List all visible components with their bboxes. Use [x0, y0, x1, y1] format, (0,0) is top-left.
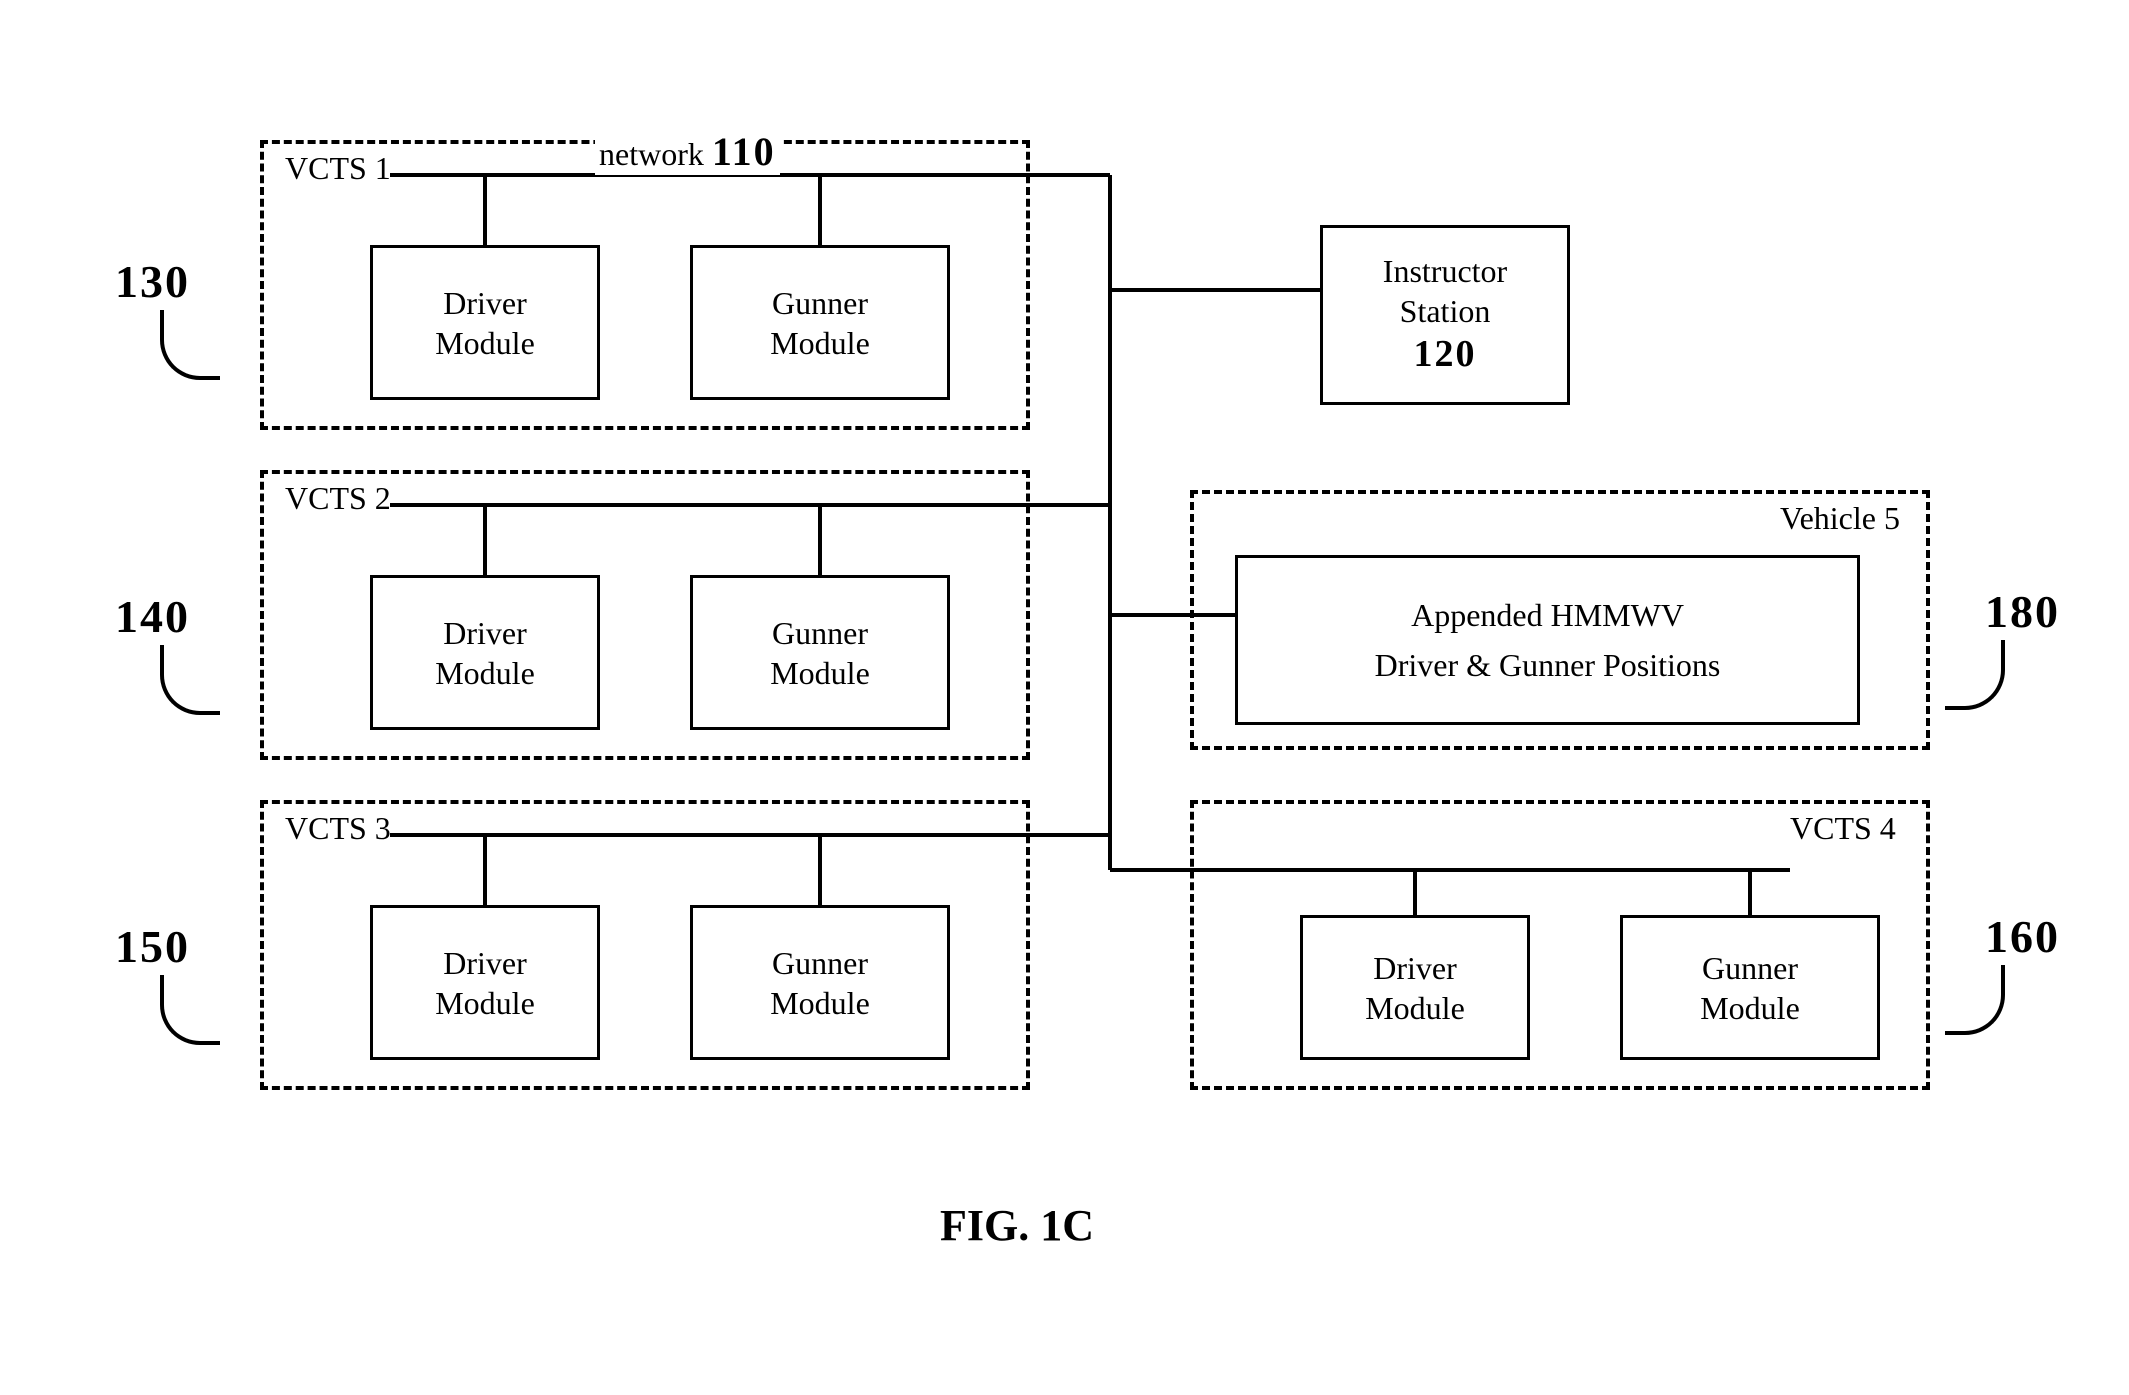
vcts1-ref: 130 [115, 255, 190, 308]
vcts2-driver-l1: Driver [443, 613, 527, 653]
vehicle5-ref: 180 [1985, 585, 2060, 638]
vcts3-ref: 150 [115, 920, 190, 973]
figure-caption: FIG. 1C [940, 1200, 1094, 1251]
vcts4-gunner-l1: Gunner [1702, 948, 1798, 988]
vcts1-driver-l1: Driver [443, 283, 527, 323]
instructor-l2: Station [1400, 291, 1491, 331]
vcts3-gunner-l1: Gunner [772, 943, 868, 983]
vcts1-driver-l2: Module [435, 323, 535, 363]
network-ref: 110 [712, 129, 776, 174]
vehicle5-box: Appended HMMWV Driver & Gunner Positions [1235, 555, 1860, 725]
vcts3-title: VCTS 3 [285, 810, 391, 847]
vcts1-gunner-l2: Module [770, 323, 870, 363]
vcts4-driver-l1: Driver [1373, 948, 1457, 988]
vcts3-driver-module: Driver Module [370, 905, 600, 1060]
network-word: network [599, 136, 704, 172]
vehicle5-title: Vehicle 5 [1780, 500, 1900, 537]
vcts4-gunner-module: Gunner Module [1620, 915, 1880, 1060]
vcts2-title: VCTS 2 [285, 480, 391, 517]
vcts4-driver-module: Driver Module [1300, 915, 1530, 1060]
vcts3-gunner-l2: Module [770, 983, 870, 1023]
vcts3-driver-l2: Module [435, 983, 535, 1023]
instructor-ref: 120 [1414, 331, 1477, 379]
vcts2-driver-l2: Module [435, 653, 535, 693]
vcts2-gunner-module: Gunner Module [690, 575, 950, 730]
vcts1-gunner-l1: Gunner [772, 283, 868, 323]
vcts2-ref: 140 [115, 590, 190, 643]
vcts4-driver-l2: Module [1365, 988, 1465, 1028]
vcts1-driver-module: Driver Module [370, 245, 600, 400]
vcts2-gunner-l1: Gunner [772, 613, 868, 653]
diagram-canvas: VCTS 1 network 110 Driver Module Gunner … [0, 0, 2129, 1395]
vehicle5-l2: Driver & Gunner Positions [1375, 645, 1721, 685]
vcts2-gunner-l2: Module [770, 653, 870, 693]
vcts4-gunner-l2: Module [1700, 988, 1800, 1028]
vcts4-title: VCTS 4 [1790, 810, 1896, 847]
vcts3-driver-l1: Driver [443, 943, 527, 983]
instructor-station: Instructor Station 120 [1320, 225, 1570, 405]
vcts1-title: VCTS 1 [285, 150, 391, 187]
vehicle5-l1: Appended HMMWV [1411, 595, 1684, 635]
vcts1-gunner-module: Gunner Module [690, 245, 950, 400]
instructor-l1: Instructor [1383, 251, 1507, 291]
vcts3-gunner-module: Gunner Module [690, 905, 950, 1060]
vcts4-ref: 160 [1985, 910, 2060, 963]
network-label: network 110 [595, 128, 780, 175]
vcts2-driver-module: Driver Module [370, 575, 600, 730]
